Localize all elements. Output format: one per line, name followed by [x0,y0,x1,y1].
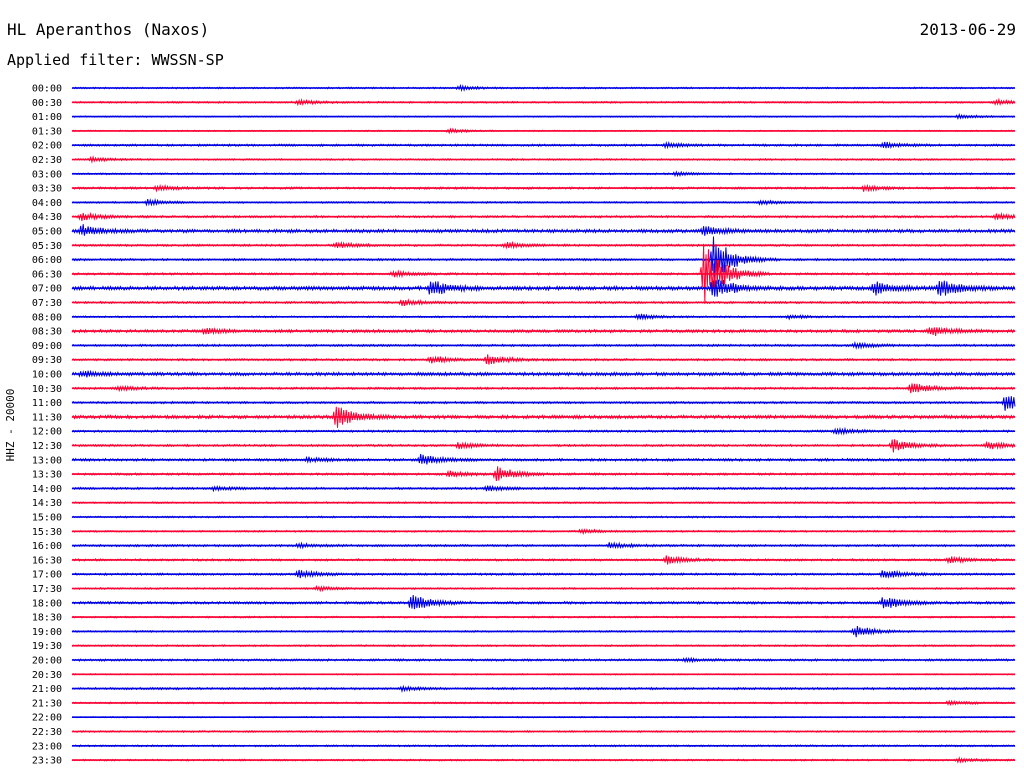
time-label: 02:30 [32,155,62,166]
time-label: 15:30 [32,527,62,538]
trace-line [71,224,1016,236]
time-label: 00:30 [32,98,62,109]
time-label: 09:30 [32,355,62,366]
time-label: 19:00 [32,627,62,638]
trace-line [71,396,1016,411]
time-label: 05:30 [32,241,62,252]
time-label: 10:00 [32,370,62,381]
time-label: 11:00 [32,398,62,409]
time-label: 22:00 [32,713,62,724]
time-label: 23:00 [32,741,62,752]
time-label: 11:30 [32,412,62,423]
station-title: HL Aperanthos (Naxos) [7,20,210,39]
time-label: 04:00 [32,198,62,209]
time-label: 18:30 [32,613,62,624]
time-label: 14:30 [32,498,62,509]
time-label: 13:00 [32,455,62,466]
time-label: 17:00 [32,570,62,581]
time-label: 01:30 [32,126,62,137]
time-label: 22:30 [32,727,62,738]
time-label: 06:00 [32,255,62,266]
time-label: 16:00 [32,541,62,552]
time-label: 12:30 [32,441,62,452]
time-label: 07:00 [32,284,62,295]
time-label: 04:30 [32,212,62,223]
time-label: 21:00 [32,684,62,695]
time-label: 09:00 [32,341,62,352]
time-label: 12:00 [32,427,62,438]
time-label: 03:30 [32,184,62,195]
time-label: 17:30 [32,584,62,595]
recording-date: 2013-06-29 [919,20,1016,39]
time-label: 21:30 [32,698,62,709]
trace-rows: 00:00 00:30 01:00 01:30 02:00 02:30 03:00 03:30… [32,84,1016,767]
trace-line [71,236,1016,280]
filter-label: Applied filter: WWSSN-SP [7,51,224,69]
time-label: 13:30 [32,470,62,481]
time-label: 07:30 [32,298,62,309]
time-label: 06:30 [32,269,62,280]
time-label: 19:30 [32,641,62,652]
time-label: 15:00 [32,513,62,524]
time-label: 18:00 [32,598,62,609]
time-label: 02:00 [32,141,62,152]
time-label: 03:00 [32,169,62,180]
time-label: 01:00 [32,112,62,123]
time-label: 10:30 [32,384,62,395]
channel-axis-label: HHZ - 20000 [4,389,17,462]
time-label: 08:00 [32,312,62,323]
time-label: 16:30 [32,555,62,566]
time-label: 20:00 [32,656,62,667]
time-label: 23:30 [32,756,62,767]
time-label: 00:00 [32,84,62,95]
time-label: 05:00 [32,227,62,238]
time-label: 14:00 [32,484,62,495]
time-label: 20:30 [32,670,62,681]
time-label: 08:30 [32,327,62,338]
